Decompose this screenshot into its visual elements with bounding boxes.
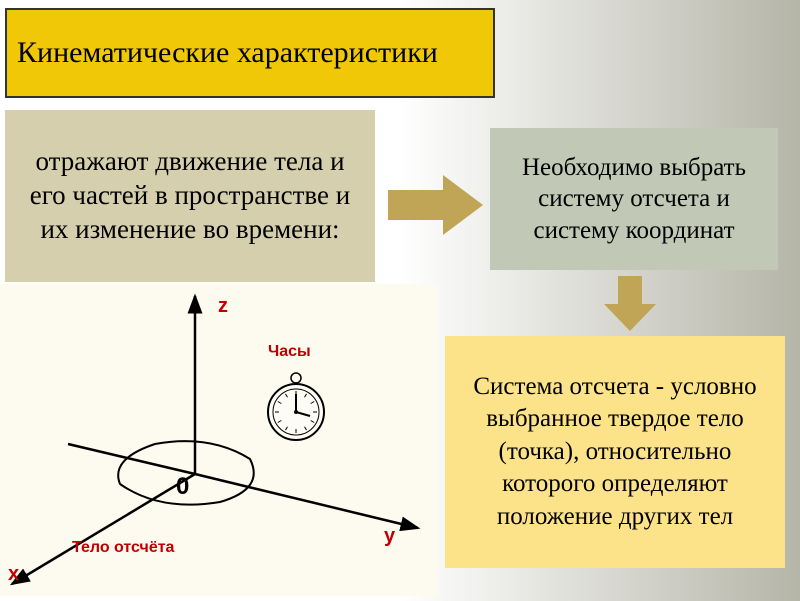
definition-text: Система отсчета - условно выбранное твер… xyxy=(455,371,775,534)
coordinate-diagram: z y x 0 Часы Тело отсчёта xyxy=(0,284,438,596)
need-box: Необходимо выбрать систему отсчета и сис… xyxy=(490,128,778,270)
need-text: Необходимо выбрать систему отсчета и сис… xyxy=(498,152,770,246)
label-z: z xyxy=(218,295,228,317)
title-text: Кинематические характеристики xyxy=(17,36,438,70)
label-origin: 0 xyxy=(176,473,189,500)
diagram-bg xyxy=(0,284,438,596)
description-text: отражают движение тела и его частей в пр… xyxy=(15,145,365,246)
definition-box: Система отсчета - условно выбранное твер… xyxy=(445,336,785,568)
title-box: Кинематические характеристики xyxy=(5,8,495,98)
diagram-svg: z y x 0 Часы Тело отсчёта xyxy=(0,284,438,596)
arrow-right xyxy=(388,170,484,240)
label-body: Тело отсчёта xyxy=(72,539,175,556)
label-x: x xyxy=(8,563,19,585)
label-y: y xyxy=(384,525,396,547)
label-clock: Часы xyxy=(268,343,311,360)
arrow-right-shape xyxy=(388,175,483,235)
description-box: отражают движение тела и его частей в пр… xyxy=(5,110,375,282)
arrow-down xyxy=(600,276,660,332)
arrow-down-shape xyxy=(604,276,656,331)
